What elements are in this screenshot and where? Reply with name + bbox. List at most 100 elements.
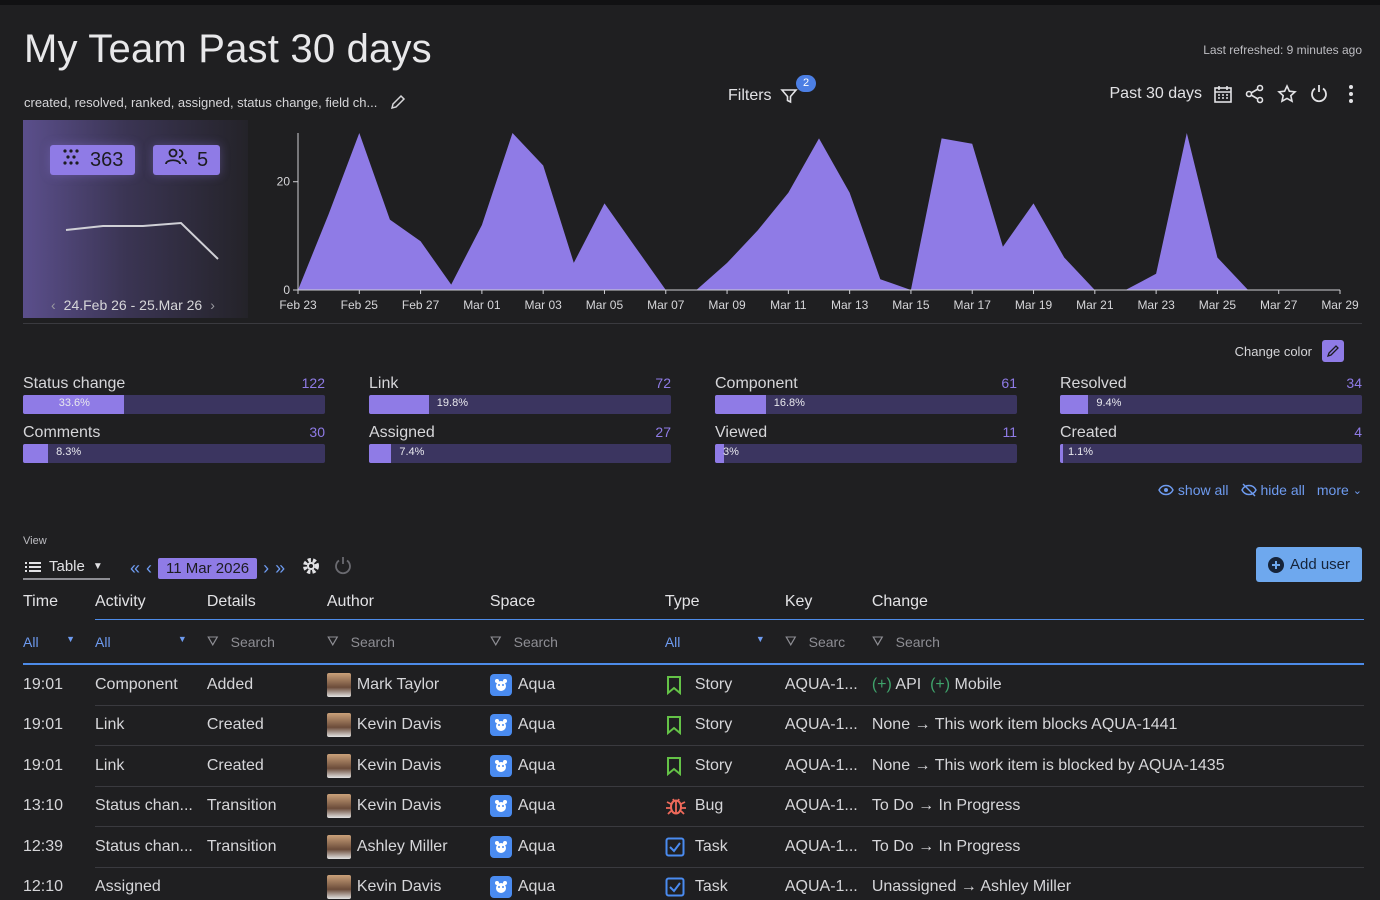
- show-all-link[interactable]: show all: [1158, 482, 1229, 498]
- change-color: Change color: [1235, 340, 1344, 362]
- table-row[interactable]: 12:39 Status chan... Transition Ashley Mill…: [23, 827, 1364, 868]
- key-search[interactable]: ⛛ Searc: [784, 620, 872, 665]
- avatar: [326, 713, 351, 738]
- col-type[interactable]: Type: [664, 585, 785, 620]
- stat-component[interactable]: Component 61 16.8%: [715, 375, 1017, 414]
- color-picker-button[interactable]: [1322, 340, 1344, 362]
- stat-assigned[interactable]: Assigned 27 7.4%: [369, 424, 671, 463]
- caret-down-icon: ▼: [755, 633, 765, 644]
- col-details[interactable]: Details: [206, 585, 327, 620]
- edit-pencil-icon[interactable]: [387, 91, 409, 113]
- stat-resolved[interactable]: Resolved 34 9.4%: [1060, 375, 1362, 414]
- type-filter[interactable]: All ▼: [664, 620, 785, 665]
- cell-author[interactable]: Kevin Davis: [326, 706, 490, 746]
- story-icon: [665, 675, 689, 695]
- table-row[interactable]: 12:10 Assigned Kevin Davis Aqua Task AQUA-1..…: [23, 868, 1364, 900]
- cell-author[interactable]: Mark Taylor: [326, 665, 490, 706]
- add-user-button[interactable]: Add user: [1256, 547, 1362, 582]
- filters-label: Filters: [728, 87, 772, 104]
- cell-author[interactable]: Ashley Miller: [326, 827, 490, 868]
- caret-down-icon: ▼: [66, 633, 75, 644]
- activity-count: 363: [90, 148, 124, 171]
- reset-icon[interactable]: [333, 556, 353, 581]
- filters-button[interactable]: Filters 2: [728, 75, 816, 107]
- filter-icon: ⛛: [489, 633, 502, 649]
- activity-area-series: [298, 133, 1340, 290]
- x-tick-label: Mar 11: [770, 298, 807, 312]
- cell-key[interactable]: AQUA-1...: [784, 787, 872, 827]
- details-search[interactable]: ⛛ Search: [206, 620, 327, 665]
- cell-key[interactable]: AQUA-1...: [785, 868, 872, 900]
- activity-table: Time Activity Details Author Space Type …: [23, 585, 1364, 900]
- gear-icon[interactable]: [301, 556, 321, 581]
- double-chevron-left-icon[interactable]: «: [130, 558, 141, 578]
- stat-bar: 7.4%: [369, 444, 671, 463]
- cell-key[interactable]: AQUA-1...: [784, 665, 872, 706]
- stat-count: 4: [1354, 424, 1362, 440]
- double-chevron-right-icon[interactable]: »: [275, 558, 286, 578]
- cell-change: (+) API (+) Mobile: [871, 665, 1364, 706]
- cell-author[interactable]: Kevin Davis: [326, 787, 490, 827]
- calendar-icon[interactable]: [1212, 83, 1234, 105]
- cell-details: Created: [206, 706, 327, 746]
- more-link[interactable]: more ⌄: [1316, 482, 1362, 498]
- more-vertical-icon[interactable]: [1340, 83, 1362, 105]
- cell-key[interactable]: AQUA-1...: [784, 827, 872, 868]
- star-icon[interactable]: [1276, 83, 1298, 105]
- cell-change: None → This work item blocks AQUA-1441: [871, 706, 1364, 746]
- stat-bar-fill: [23, 444, 49, 463]
- chevron-left-icon[interactable]: ‹: [146, 558, 153, 578]
- activity-count-chip[interactable]: 363: [50, 145, 136, 175]
- col-key[interactable]: Key: [784, 585, 872, 620]
- avatar: [326, 753, 351, 778]
- share-icon[interactable]: [1244, 83, 1266, 105]
- date-range-label[interactable]: Past 30 days: [1109, 85, 1203, 102]
- cell-author[interactable]: Kevin Davis: [326, 746, 490, 787]
- hide-all-link[interactable]: hide all: [1240, 482, 1305, 498]
- stat-bar: 9.4%: [1060, 395, 1362, 414]
- col-change[interactable]: Change: [871, 585, 1364, 620]
- col-time[interactable]: Time: [23, 593, 58, 610]
- cell-key[interactable]: AQUA-1...: [784, 746, 872, 787]
- col-author[interactable]: Author: [326, 585, 490, 620]
- page-title: My Team Past 30 days: [24, 27, 432, 71]
- chevron-right-icon[interactable]: ›: [263, 558, 270, 578]
- date-navigation: « ‹ 11 Mar 2026 › »: [130, 556, 353, 581]
- stat-comments[interactable]: Comments 30 8.3%: [23, 424, 325, 463]
- cell-author[interactable]: Kevin Davis: [326, 868, 490, 900]
- stat-created[interactable]: Created 4 1.1%: [1060, 424, 1362, 463]
- stat-status-change[interactable]: Status change 122 33.6%: [23, 375, 325, 414]
- time-filter[interactable]: All ▼: [23, 620, 95, 665]
- view-label: View: [23, 535, 47, 547]
- cell-details: Added: [206, 665, 327, 706]
- stat-viewed[interactable]: Viewed 11 3%: [715, 424, 1017, 463]
- x-tick-label: Feb 23: [279, 298, 317, 312]
- x-tick-label: Mar 27: [1260, 298, 1298, 312]
- summary-panel: 363 5 ‹ 24.Feb 26 - 25.Mar 26 ›: [23, 120, 248, 318]
- current-date[interactable]: 11 Mar 2026: [158, 558, 258, 579]
- space-search[interactable]: ⛛ Search: [489, 620, 665, 665]
- stat-link[interactable]: Link 72 19.8%: [369, 375, 671, 414]
- cell-key[interactable]: AQUA-1...: [784, 706, 872, 746]
- task-icon: [665, 837, 689, 857]
- refresh-icon[interactable]: [1308, 83, 1330, 105]
- col-space[interactable]: Space: [489, 585, 665, 620]
- activity-filter[interactable]: All ▼: [95, 620, 207, 665]
- author-search[interactable]: ⛛ Search: [326, 620, 490, 665]
- table-row[interactable]: 13:10 Status chan... Transition Kevin Davis…: [23, 787, 1364, 827]
- cell-time: 19:01: [23, 756, 64, 774]
- change-search[interactable]: ⛛ Search: [871, 620, 1364, 665]
- last-refreshed: Last refreshed: 9 minutes ago: [1203, 43, 1362, 57]
- user-count-chip[interactable]: 5: [153, 145, 221, 175]
- table-row[interactable]: 19:01 Link Created Kevin Davis Aqua Story AQUA…: [23, 746, 1364, 787]
- table-filter-row: All ▼ All ▼ ⛛ Search ⛛ Search ⛛ Search All ▼ ⛛…: [23, 620, 1364, 665]
- view-mode-select[interactable]: Table ▼: [23, 555, 110, 580]
- chevron-right-icon[interactable]: ›: [210, 297, 215, 313]
- table-row[interactable]: 19:01 Component Added Mark Taylor Aqua Story A…: [23, 665, 1364, 706]
- x-tick-label: Mar 13: [831, 298, 869, 312]
- stat-percent: 9.4%: [1096, 397, 1122, 409]
- chevron-left-icon[interactable]: ‹: [51, 297, 56, 313]
- table-row[interactable]: 19:01 Link Created Kevin Davis Aqua Story AQUA…: [23, 706, 1364, 746]
- cell-type: Story: [664, 665, 785, 706]
- col-activity[interactable]: Activity: [95, 585, 207, 620]
